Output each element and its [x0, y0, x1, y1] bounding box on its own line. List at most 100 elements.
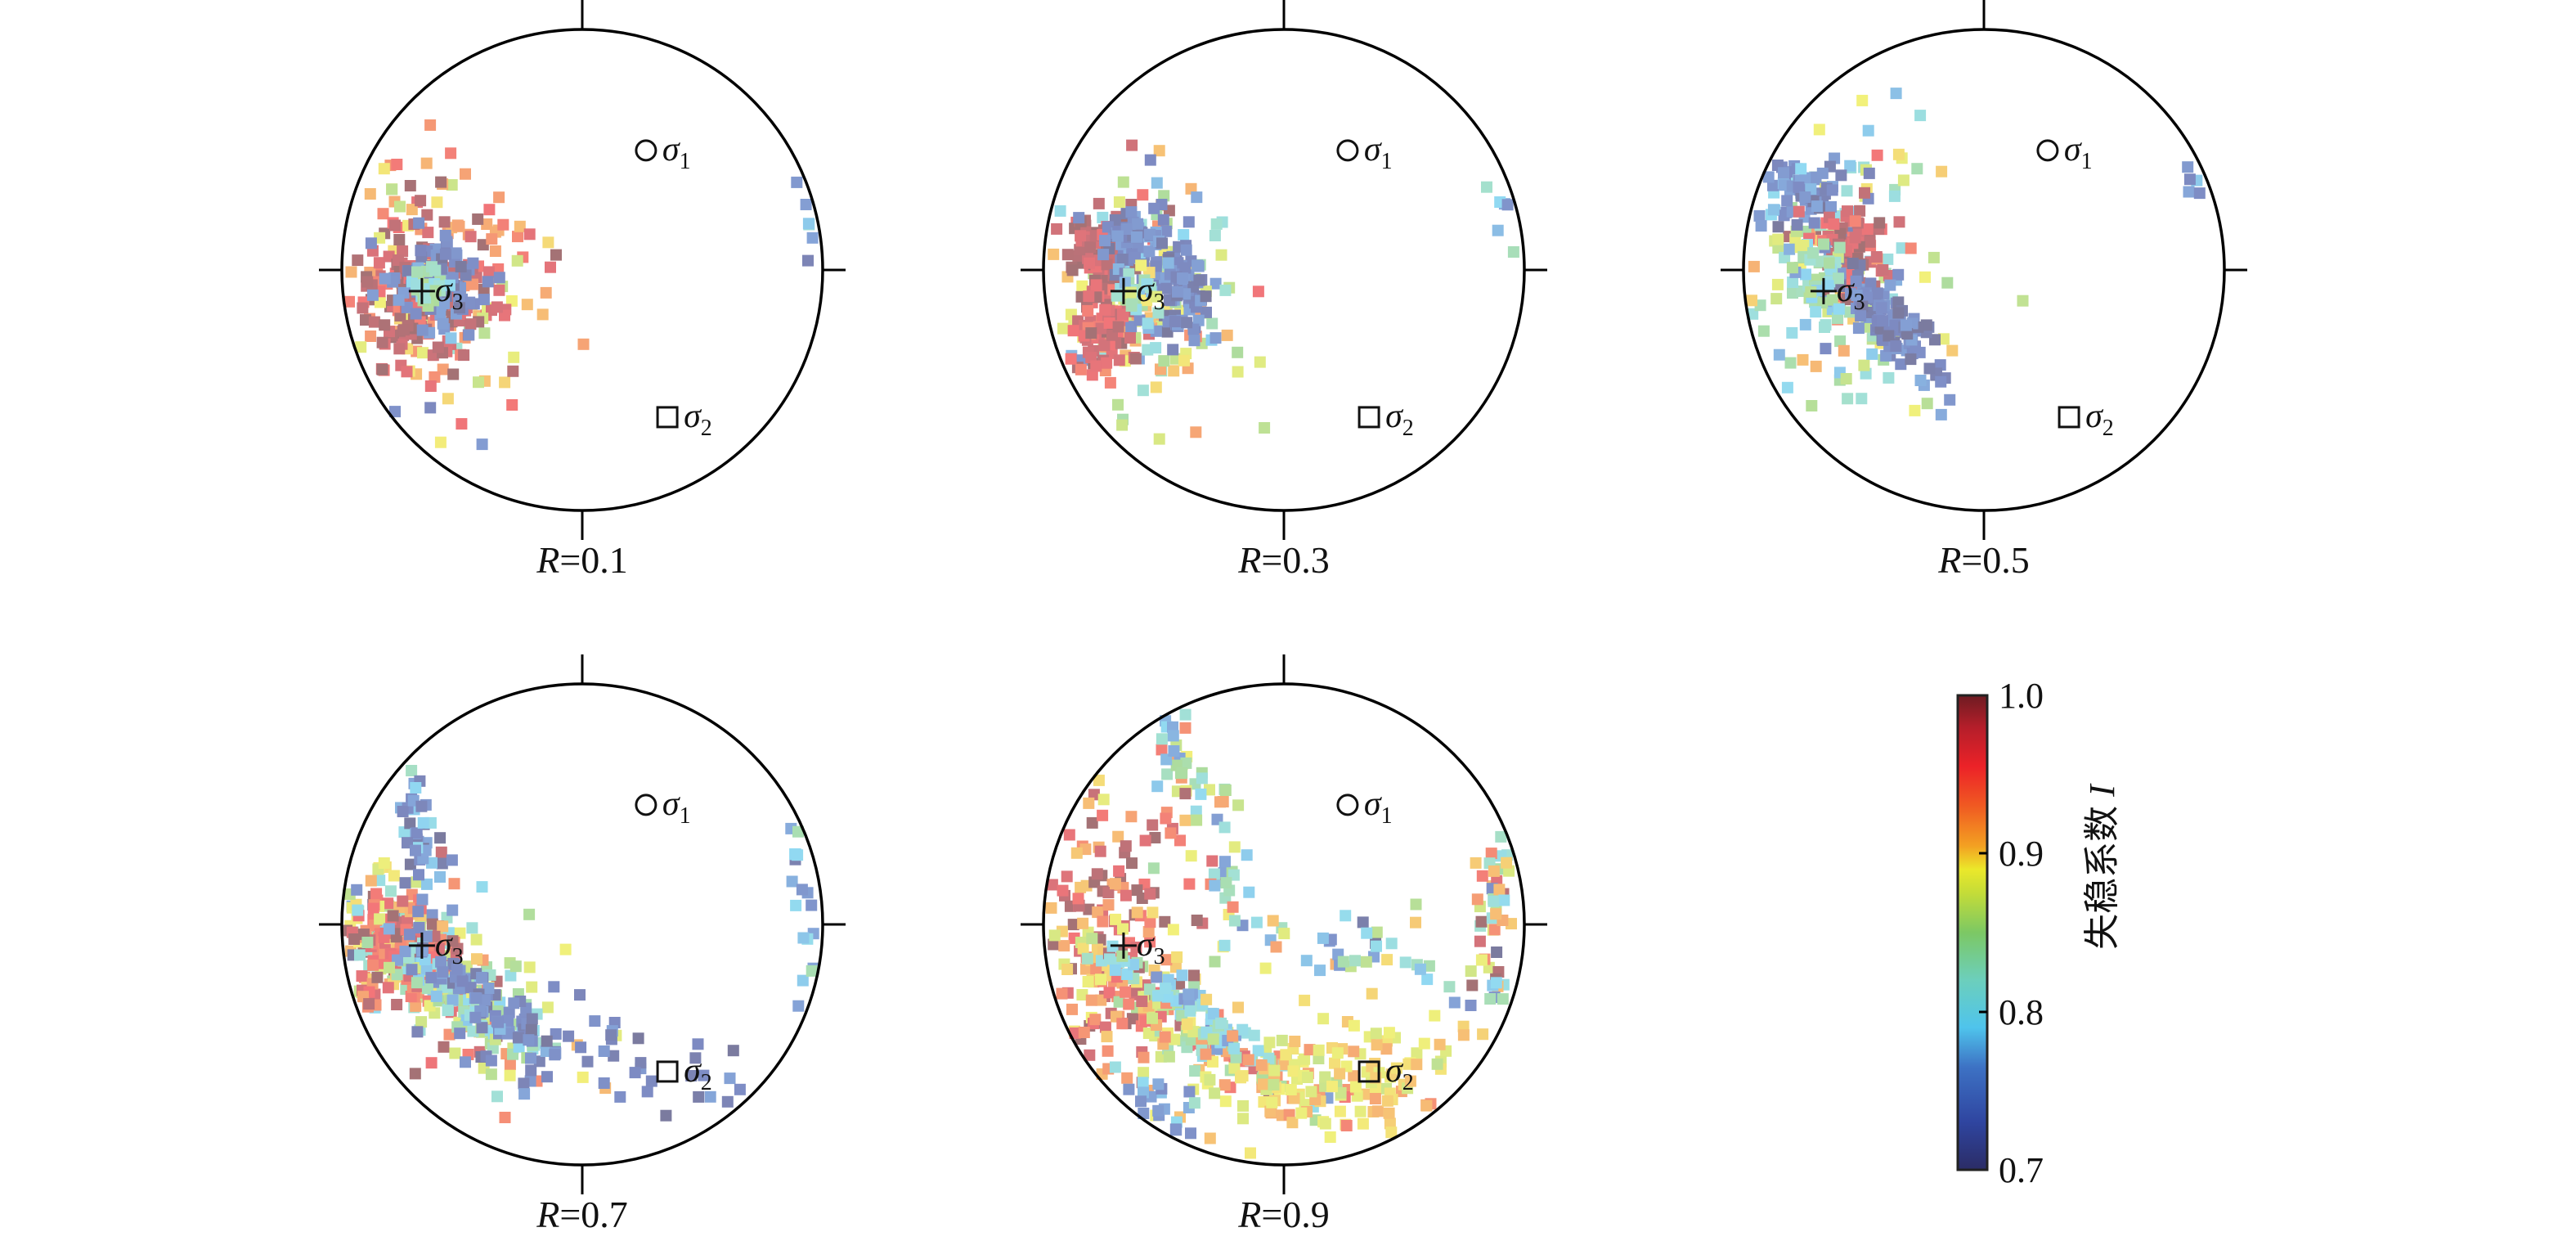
data-point [1174, 834, 1186, 847]
data-point [1144, 888, 1156, 900]
data-point [352, 904, 364, 916]
data-point [1167, 721, 1178, 733]
data-point [1399, 956, 1411, 969]
data-point [384, 961, 395, 973]
data-point [361, 276, 374, 288]
data-point [797, 974, 809, 987]
data-point [1152, 1104, 1165, 1117]
data-point [514, 220, 526, 232]
data-point [363, 998, 375, 1010]
data-point [1882, 253, 1894, 265]
data-point [1057, 322, 1069, 335]
data-point [1286, 1117, 1299, 1129]
data-point [1348, 1019, 1360, 1032]
data-point [1181, 317, 1193, 329]
data-point [1185, 1127, 1196, 1140]
data-point [1136, 996, 1148, 1007]
data-point [1864, 236, 1876, 248]
data-point [1210, 218, 1223, 230]
data-point [482, 982, 495, 994]
data-point [393, 294, 405, 306]
data-point [1131, 884, 1143, 897]
data-point [1248, 1029, 1260, 1041]
data-point [1905, 353, 1917, 366]
data-point [1859, 187, 1870, 199]
data-point [1865, 277, 1877, 290]
scatter-points [343, 119, 819, 451]
data-point [374, 913, 386, 925]
data-point [1120, 840, 1132, 852]
data-point [1227, 901, 1239, 913]
data-point [1099, 304, 1111, 316]
data-point [366, 289, 379, 301]
data-point [1220, 877, 1232, 889]
data-point [1117, 923, 1129, 935]
data-point [1045, 902, 1057, 914]
data-point [1944, 393, 1956, 406]
sigma-label: σ2 [684, 1052, 712, 1095]
data-point [1189, 1065, 1201, 1077]
data-point [1875, 302, 1887, 314]
data-point [370, 888, 383, 900]
data-point [1380, 1043, 1393, 1055]
data-point [521, 299, 533, 311]
stereonet-panel: σ1 σ2 σ3 R=0.3 [1021, 0, 1547, 581]
data-point [800, 199, 812, 210]
data-point [1116, 1018, 1129, 1030]
data-point [1900, 319, 1912, 331]
data-point [575, 1041, 587, 1054]
data-point [393, 234, 406, 245]
data-point [1093, 197, 1105, 209]
data-point [1188, 1097, 1200, 1109]
data-point [481, 218, 493, 230]
data-point [1207, 1033, 1219, 1045]
data-point [789, 848, 801, 860]
data-point [1252, 286, 1264, 298]
data-point [1305, 1086, 1317, 1098]
data-point [476, 972, 488, 983]
data-point [1232, 799, 1245, 812]
data-point [1883, 330, 1895, 342]
data-point [1125, 811, 1138, 823]
data-point [1124, 332, 1136, 344]
data-point [1477, 1028, 1489, 1041]
data-point [1124, 286, 1137, 299]
data-point [438, 216, 451, 228]
data-point [1082, 304, 1094, 317]
data-point [1280, 1049, 1292, 1061]
data-point [382, 982, 394, 994]
data-point [401, 366, 413, 378]
data-point [1481, 181, 1492, 193]
data-point [403, 929, 415, 941]
data-point [806, 964, 818, 977]
data-point [1334, 1105, 1346, 1117]
data-point [614, 1090, 626, 1103]
data-point [1159, 915, 1171, 928]
data-point [397, 806, 409, 817]
data-point [1850, 275, 1862, 287]
data-point [1200, 1048, 1212, 1060]
data-point [1167, 924, 1179, 936]
data-point [470, 992, 482, 1005]
data-point [1179, 708, 1192, 721]
data-point [1101, 357, 1113, 369]
data-point [435, 176, 447, 188]
data-point [1046, 879, 1058, 891]
data-point [1498, 894, 1510, 906]
data-point [1757, 325, 1770, 337]
data-point [482, 276, 494, 288]
data-point [1147, 862, 1160, 875]
data-point [1317, 932, 1329, 944]
data-point [1066, 1003, 1078, 1015]
data-point [1085, 994, 1097, 1006]
data-point [727, 1045, 739, 1057]
data-point [1263, 1036, 1276, 1049]
data-point [464, 231, 477, 243]
data-point [378, 163, 390, 175]
data-point [1161, 991, 1174, 1003]
data-point [1119, 277, 1131, 289]
data-point [356, 970, 368, 982]
data-point [1147, 906, 1159, 919]
sigma-label: σ3 [1137, 272, 1165, 315]
data-point [1791, 218, 1803, 231]
